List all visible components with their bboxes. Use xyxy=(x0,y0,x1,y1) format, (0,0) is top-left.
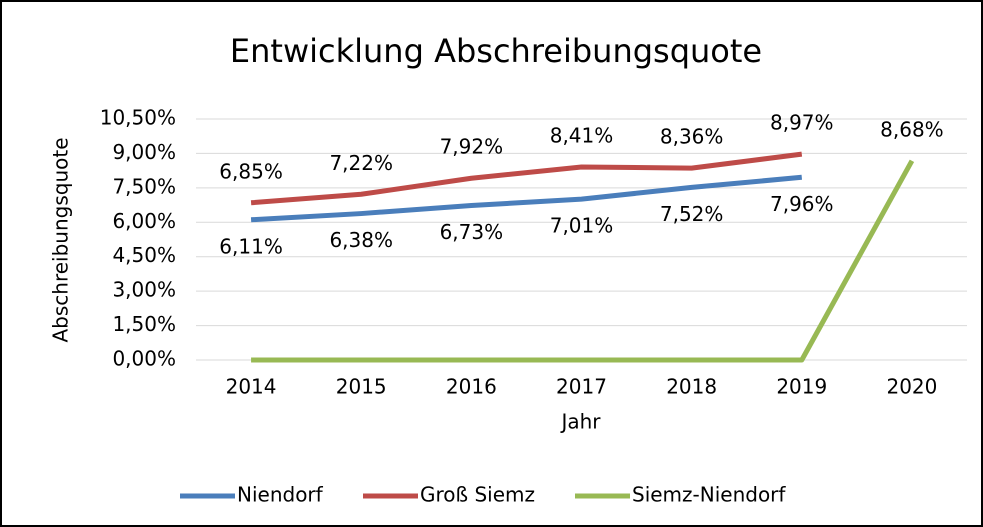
data-label: 6,85% xyxy=(219,159,283,183)
series-line xyxy=(251,159,915,363)
y-tick-label: 1,50% xyxy=(112,312,176,336)
data-label: 6,11% xyxy=(219,234,283,258)
data-label: 8,36% xyxy=(660,125,724,149)
chart-title: Entwicklung Abschreibungsquote xyxy=(230,32,762,70)
data-label: 7,92% xyxy=(440,135,504,159)
series-line xyxy=(250,151,803,206)
y-tick-label: 0,00% xyxy=(112,347,176,371)
legend-label: Niendorf xyxy=(237,483,324,507)
data-label: 8,41% xyxy=(550,123,614,147)
data-label: 7,22% xyxy=(329,151,393,175)
data-label: 7,96% xyxy=(770,192,834,216)
y-tick-label: 3,00% xyxy=(112,278,176,302)
data-label: 6,38% xyxy=(329,228,393,252)
x-tick-label: 2019 xyxy=(776,375,827,399)
x-axis-label: Jahr xyxy=(559,410,601,434)
y-axis-label: Abschreibungsquote xyxy=(49,137,73,342)
x-tick-label: 2015 xyxy=(336,375,387,399)
data-label: 8,68% xyxy=(880,117,944,141)
x-tick-label: 2018 xyxy=(666,375,717,399)
y-tick-label: 9,00% xyxy=(112,140,176,164)
data-label: 8,97% xyxy=(770,111,834,135)
data-label: 6,73% xyxy=(440,220,504,244)
x-tick-label: 2017 xyxy=(556,375,607,399)
y-tick-label: 4,50% xyxy=(112,243,176,267)
x-tick-label: 2020 xyxy=(886,375,937,399)
legend-label: Groß Siemz xyxy=(420,483,535,507)
y-tick-label: 10,50% xyxy=(100,106,176,130)
y-tick-label: 6,00% xyxy=(112,209,176,233)
series-line xyxy=(250,174,803,223)
data-label: 7,01% xyxy=(550,214,614,238)
legend-label: Siemz-Niendorf xyxy=(632,483,786,507)
data-label: 7,52% xyxy=(660,202,724,226)
y-tick-label: 7,50% xyxy=(112,174,176,198)
x-tick-label: 2014 xyxy=(226,375,277,399)
x-tick-label: 2016 xyxy=(446,375,497,399)
